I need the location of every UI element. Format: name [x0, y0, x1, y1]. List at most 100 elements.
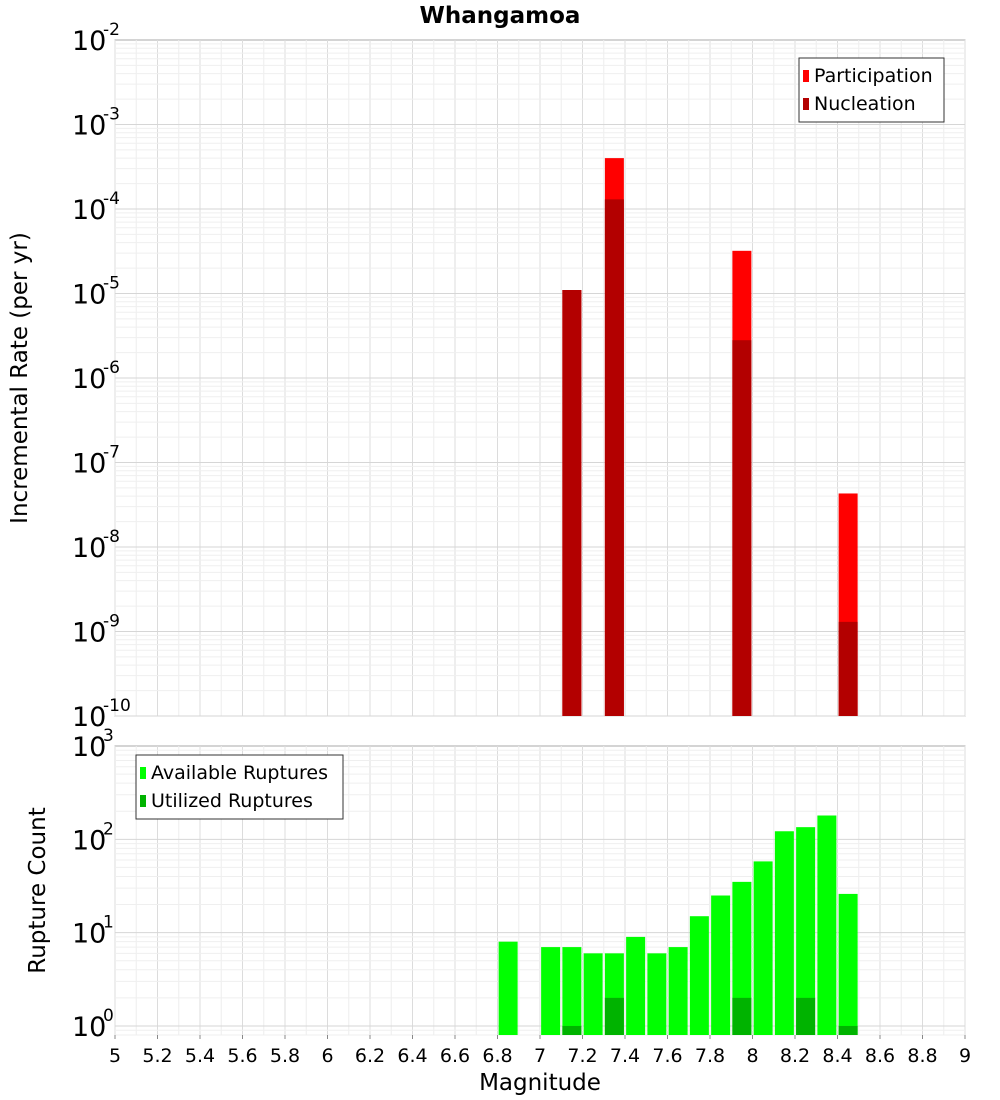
available-ruptures-bar [562, 947, 582, 1035]
available-ruptures-bar [689, 916, 709, 1035]
utilized-ruptures-bar [562, 1025, 582, 1035]
available-ruptures-bar [711, 895, 731, 1035]
y-tick-label: 10-2 [72, 20, 120, 57]
y-tick-label: 10-10 [72, 696, 131, 733]
x-tick-label: 6 [321, 1045, 333, 1067]
y-tick-exponent: -7 [103, 443, 120, 463]
y-tick-base: 10 [72, 111, 106, 142]
legend-label: Participation [814, 65, 933, 87]
y-tick-base: 10 [72, 825, 106, 856]
legend-swatch [803, 70, 809, 82]
chart-title: Whangamoa [420, 3, 581, 29]
x-tick-label: 7 [534, 1045, 546, 1067]
x-tick-label: 6.2 [355, 1045, 385, 1067]
x-tick-label: 8.4 [822, 1045, 852, 1067]
x-tick-label: 5.6 [227, 1045, 257, 1067]
x-tick-label: 8.8 [907, 1045, 937, 1067]
count-y-axis-label: Rupture Count [25, 807, 51, 973]
y-tick-exponent: -8 [103, 527, 120, 547]
utilized-ruptures-bar [838, 1025, 858, 1035]
x-tick-label: 8.2 [780, 1045, 810, 1067]
x-tick-label: 5.2 [142, 1045, 172, 1067]
x-tick-label: 6.8 [482, 1045, 512, 1067]
x-tick-label: 7.8 [695, 1045, 725, 1067]
legend-swatch [803, 98, 809, 110]
y-tick-exponent: -6 [103, 358, 120, 378]
legend-swatch [140, 795, 146, 807]
y-tick-base: 10 [72, 364, 106, 395]
y-tick-exponent: 1 [103, 913, 114, 933]
available-ruptures-bar [817, 815, 837, 1035]
nucleation-bar [732, 340, 752, 716]
y-tick-label: 101 [72, 913, 114, 950]
legend-label: Nucleation [814, 93, 916, 115]
y-tick-label: 10-5 [72, 274, 120, 311]
x-tick-label: 6.4 [397, 1045, 427, 1067]
y-tick-base: 10 [72, 732, 106, 763]
y-tick-exponent: 3 [103, 726, 114, 746]
nucleation-bar [838, 621, 858, 716]
available-ruptures-bar [541, 947, 561, 1035]
y-tick-label: 10-7 [72, 443, 120, 480]
y-tick-base: 10 [72, 280, 106, 311]
legend-swatch [140, 767, 146, 779]
x-tick-label: 7.2 [567, 1045, 597, 1067]
utilized-ruptures-bar [796, 997, 816, 1035]
y-tick-base: 10 [72, 533, 106, 564]
available-ruptures-bar [647, 953, 667, 1035]
count-bars [498, 815, 858, 1035]
legend-label: Utilized Ruptures [151, 790, 313, 812]
legend-box [135, 754, 344, 820]
y-tick-exponent: -9 [103, 612, 120, 632]
y-tick-exponent: -5 [103, 274, 120, 294]
y-tick-exponent: 2 [103, 819, 114, 839]
x-tick-label: 7.6 [652, 1045, 682, 1067]
magnitude-x-ticks: 5 5.2 5.4 5.6 5.8 6 6.2 6.4 6.6 6.8 7 7.2 7.4 7.6 7.8 8… [109, 1035, 971, 1067]
x-axis-label: Magnitude [479, 1070, 601, 1096]
y-tick-label: 10-6 [72, 358, 120, 395]
y-tick-base: 10 [72, 919, 106, 950]
available-ruptures-bar [774, 831, 794, 1035]
available-ruptures-bar [732, 881, 752, 1035]
legend-box [798, 57, 945, 123]
y-tick-exponent: -3 [103, 105, 120, 125]
x-tick-label: 9 [959, 1045, 971, 1067]
available-ruptures-bar [583, 953, 603, 1035]
x-tick-label: 6.6 [440, 1045, 470, 1067]
y-tick-exponent: -2 [103, 20, 120, 40]
available-ruptures-bar [753, 861, 773, 1035]
available-ruptures-bar [626, 936, 646, 1035]
rate-legend: Participation Nucleation [798, 57, 945, 123]
y-tick-base: 10 [72, 195, 106, 226]
nucleation-bar [604, 199, 624, 717]
y-tick-base: 10 [72, 26, 106, 57]
y-tick-base: 10 [72, 449, 106, 480]
y-tick-base: 10 [72, 618, 106, 649]
utilized-ruptures-bar [732, 997, 752, 1035]
y-tick-base: 10 [72, 702, 106, 733]
count-legend: Available Ruptures Utilized Ruptures [135, 754, 344, 820]
x-tick-label: 8.6 [865, 1045, 895, 1067]
x-tick-label: 8 [746, 1045, 758, 1067]
y-tick-label: 103 [72, 726, 114, 763]
x-tick-label: 5.8 [270, 1045, 300, 1067]
available-ruptures-bar [796, 827, 816, 1035]
rate-y-axis-label: Incremental Rate (per yr) [7, 232, 33, 524]
utilized-ruptures-bar [604, 997, 624, 1035]
y-tick-label: 10-4 [72, 189, 120, 226]
y-tick-label: 10-8 [72, 527, 120, 564]
y-tick-base: 10 [72, 1012, 106, 1043]
x-tick-label: 5.4 [185, 1045, 215, 1067]
y-tick-exponent: 0 [103, 1006, 114, 1026]
x-tick-label: 5 [109, 1045, 121, 1067]
legend-label: Available Ruptures [151, 762, 328, 784]
y-tick-label: 102 [72, 819, 114, 856]
y-tick-exponent: -10 [103, 696, 131, 716]
y-tick-label: 10-9 [72, 612, 120, 649]
y-tick-label: 10-3 [72, 105, 120, 142]
